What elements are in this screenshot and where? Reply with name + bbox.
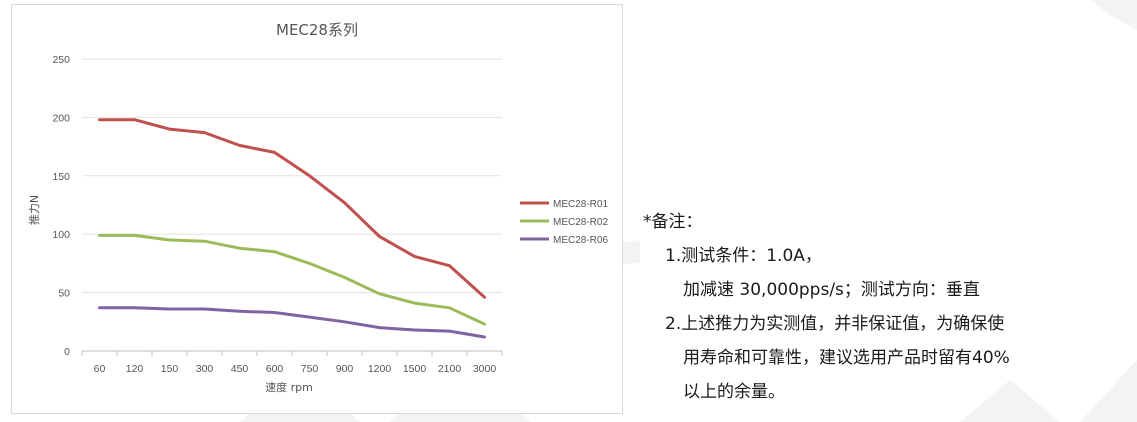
y-tick-label: 250 — [52, 54, 70, 66]
y-tick-label: 0 — [64, 346, 70, 358]
legend: MEC28-R01 MEC28-R02 MEC28-R06 — [520, 199, 608, 246]
note-item-2-line-2: 用寿命和可靠性，建议选用产品时留有40% — [683, 348, 1010, 368]
x-tick-label: 60 — [94, 363, 106, 375]
y-tick-label: 200 — [52, 112, 70, 124]
y-tick-label: 50 — [58, 288, 70, 300]
x-tick-label: 1200 — [368, 363, 392, 375]
note-item-2-line-3: 以上的余量。 — [683, 382, 785, 402]
x-axis-ticks: 60 120 150 300 450 600 750 900 1200 1500 2100 3000 — [81, 351, 503, 375]
chart-title: MEC28系列 — [276, 21, 358, 39]
x-tick-label: 750 — [301, 363, 319, 375]
x-tick-label: 300 — [196, 363, 214, 375]
series-lines — [98, 118, 486, 339]
x-tick-label: 1500 — [403, 363, 427, 375]
y-tick-label: 100 — [52, 229, 70, 241]
note-item-1-line-1: 1.测试条件：1.0A， — [665, 246, 822, 266]
x-tick-label: 450 — [231, 363, 249, 375]
x-tick-label: 150 — [161, 363, 179, 375]
x-tick-label: 3000 — [473, 363, 497, 375]
x-tick-label: 900 — [336, 363, 354, 375]
legend-label: MEC28-R06 — [553, 235, 608, 246]
x-tick-label: 120 — [126, 363, 144, 375]
chart-container: MEC28系列 0 50 100 150 200 250 60 120 150 300 450 60… — [11, 4, 623, 414]
series-line-mec28-r01 — [98, 118, 486, 299]
y-tick-label: 150 — [52, 171, 70, 183]
y-axis-label: 推力N — [27, 195, 41, 225]
legend-label: MEC28-R02 — [553, 217, 608, 228]
legend-label: MEC28-R01 — [553, 199, 608, 210]
note-item-1-line-2: 加减速 30,000pps/s；测试方向：垂直 — [683, 280, 980, 300]
notes-block: *备注： 1.测试条件：1.0A， 加减速 30,000pps/s；测试方向：垂… — [643, 205, 1133, 409]
x-tick-label: 2100 — [438, 363, 462, 375]
series-line-mec28-r02 — [98, 233, 486, 326]
series-line-mec28-r06 — [98, 306, 486, 339]
x-tick-label: 600 — [266, 363, 284, 375]
y-axis-ticks: 0 50 100 150 200 250 — [52, 54, 70, 358]
x-axis-label: 速度 rpm — [265, 380, 313, 394]
notes-heading: *备注： — [643, 212, 703, 232]
note-item-2-line-1: 2.上述推力为实测值，并非保证值，为确保使 — [665, 314, 1005, 334]
